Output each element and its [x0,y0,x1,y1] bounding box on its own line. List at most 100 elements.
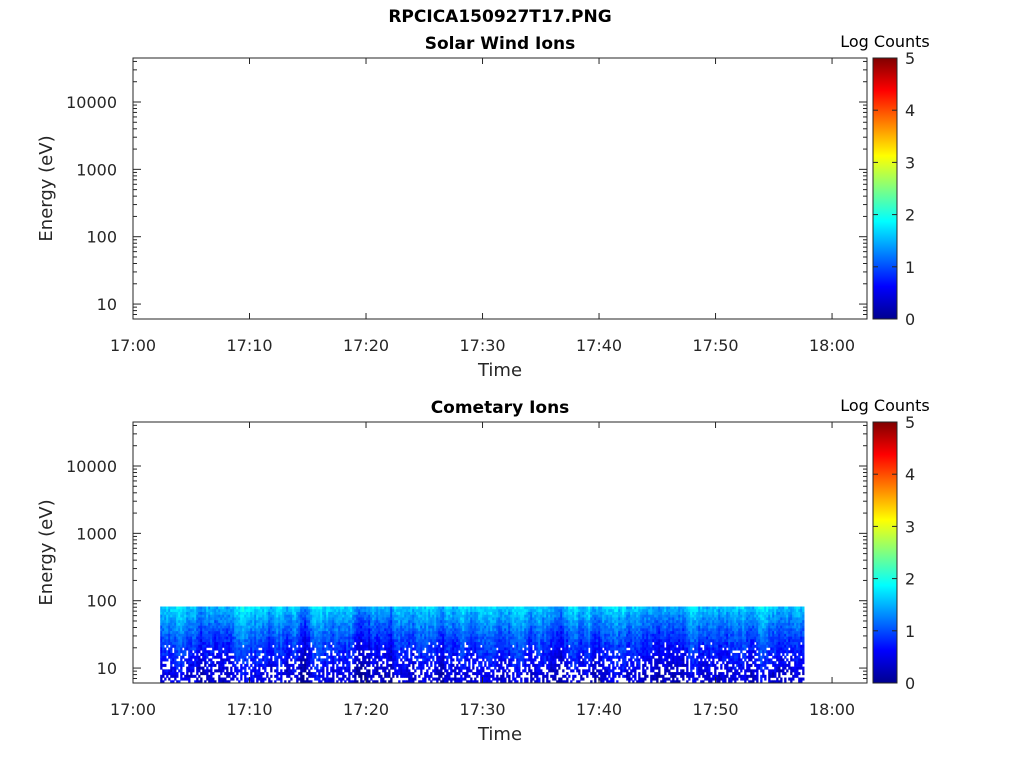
heatmap-cell [422,631,425,635]
heatmap-cell [250,650,253,654]
heatmap-cell [426,622,429,626]
y-tick-label: 100 [86,228,117,247]
heatmap-cell [434,647,437,651]
heatmap-cell [342,658,345,662]
heatmap-cell [490,620,493,624]
heatmap-cell [160,652,163,656]
heatmap-cell [332,625,335,629]
heatmap-cell [532,639,535,643]
heatmap-cell [466,611,469,616]
heatmap-cell [444,639,447,643]
heatmap-cell [402,611,405,616]
heatmap-cell [440,620,443,624]
heatmap-cell [288,622,291,626]
heatmap-cell [462,663,465,667]
heatmap-cell [350,620,353,624]
heatmap-cell [166,650,169,654]
heatmap-cell [168,625,171,629]
heatmap-cell [336,644,339,648]
heatmap-cell [330,606,333,610]
heatmap-cell [224,644,227,648]
heatmap-cell [190,647,193,651]
heatmap-cell [434,639,437,643]
heatmap-cell [450,655,453,659]
heatmap-cell [328,606,331,610]
heatmap-cell [458,606,461,610]
heatmap-cell [290,617,293,621]
heatmap-cell [378,614,381,618]
heatmap-cell [232,622,235,626]
heatmap-cell [226,622,229,626]
heatmap-cell [550,625,553,629]
heatmap-cell [254,663,257,667]
heatmap-cell [304,611,307,616]
heatmap-cell [314,614,317,618]
heatmap-cell [276,631,279,635]
heatmap-cell [482,620,485,624]
heatmap-cell [214,680,217,684]
heatmap-cell [198,614,201,618]
heatmap-cell [552,663,555,667]
heatmap-cell [334,647,337,651]
heatmap-cell [434,663,437,667]
heatmap-cell [400,674,403,678]
heatmap-cell [474,642,477,646]
heatmap-cell [254,622,257,626]
heatmap-cell [432,609,435,613]
heatmap-cell [492,620,495,624]
heatmap-cell [268,609,271,613]
heatmap-cell [390,644,393,648]
heatmap-cell [296,658,299,662]
heatmap-cell [348,680,351,684]
heatmap-cell [354,647,357,651]
heatmap-cell [206,628,209,632]
heatmap-cell [280,622,283,626]
heatmap-cell [388,644,391,648]
heatmap-cell [382,642,385,646]
heatmap-cell [270,625,273,629]
heatmap-cell [394,639,397,643]
heatmap-cell [200,617,203,621]
heatmap-cell [186,658,189,662]
heatmap-cell [466,658,469,662]
heatmap-cell [426,663,429,667]
heatmap-cell [556,650,559,654]
heatmap-cell [204,642,207,646]
heatmap-cell [218,617,221,621]
heatmap-cell [502,680,505,684]
heatmap-cell [282,647,285,651]
heatmap-cell [176,661,179,665]
heatmap-cell [514,628,517,632]
heatmap-cell [288,672,291,676]
heatmap-cell [468,625,471,629]
heatmap-cell [238,625,241,629]
heatmap-cell [414,611,417,616]
heatmap-cell [408,633,411,637]
heatmap-cell [400,644,403,648]
heatmap-cell [334,614,337,618]
heatmap-cell [240,614,243,618]
heatmap-cell [218,650,221,654]
heatmap-cell [540,633,543,637]
heatmap-cell [550,606,553,610]
heatmap-cell [460,622,463,626]
heatmap-cell [168,655,171,659]
heatmap-cell [524,647,527,651]
heatmap-cell [336,633,339,637]
heatmap-cell [400,606,403,610]
heatmap-cell [208,658,211,662]
heatmap-cell [302,650,305,654]
heatmap-cell [228,606,231,610]
heatmap-cell [472,617,475,621]
heatmap-cell [492,622,495,626]
heatmap-cell [300,680,303,684]
heatmap-cell [418,622,421,626]
heatmap-cell [544,636,547,640]
heatmap-cell [192,631,195,635]
heatmap-cell [250,622,253,626]
heatmap-cell [360,622,363,626]
heatmap-cell [270,647,273,651]
heatmap-cell [432,658,435,662]
heatmap-cell [480,606,483,610]
heatmap-cell [202,628,205,632]
